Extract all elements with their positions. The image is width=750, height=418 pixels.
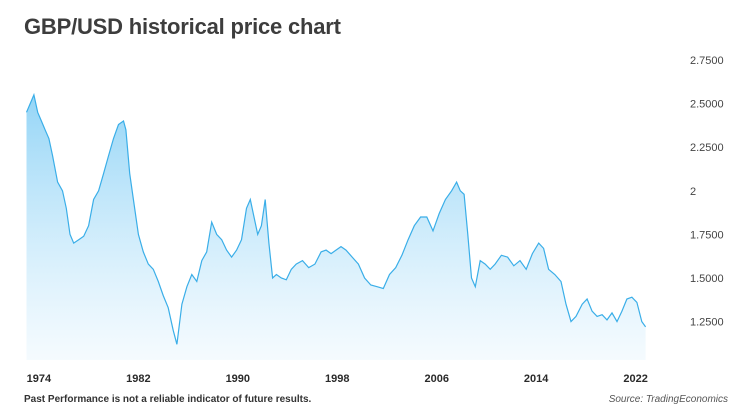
y-axis-ticks: 1.2500 1.5000 1.7500 2 2.2500 2.5000 2.7500 (690, 55, 724, 329)
y-tick-label: 2.7500 (690, 55, 724, 67)
y-tick-label: 1.7500 (690, 229, 724, 241)
price-line (25, 92, 647, 345)
x-tick-label: 2022 (623, 373, 647, 385)
x-tick-label: 2014 (524, 373, 549, 385)
page-title: GBP/USD historical price chart (24, 14, 341, 39)
disclaimer-text: Past Performance is not a reliable indic… (24, 394, 312, 405)
x-tick-label: 1982 (126, 373, 150, 385)
x-tick-label: 2006 (424, 373, 448, 385)
source-text: Source: TradingEconomics (608, 394, 728, 405)
y-tick-label: 1.2500 (690, 317, 724, 329)
y-tick-label: 1.5000 (690, 273, 724, 285)
x-tick-label: 1998 (325, 373, 349, 385)
price-area (26, 94, 646, 361)
y-tick-label: 2.2500 (690, 142, 724, 154)
y-tick-label: 2 (690, 186, 696, 198)
x-tick-label: 1974 (27, 373, 52, 385)
x-tick-label: 1990 (226, 373, 250, 385)
x-axis-ticks: 1974 1982 1990 1998 2006 2014 2022 (27, 373, 648, 385)
y-tick-label: 2.5000 (690, 99, 724, 111)
